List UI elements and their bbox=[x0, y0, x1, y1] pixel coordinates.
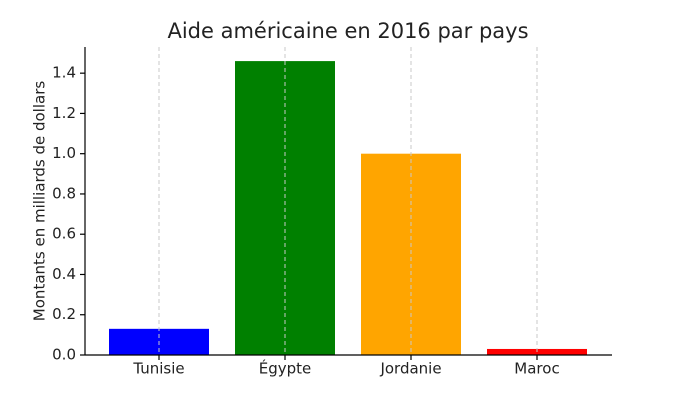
x-tick-label: Maroc bbox=[514, 360, 559, 378]
y-tick-label: 1.0 bbox=[52, 144, 76, 162]
x-tick-label: Jordanie bbox=[379, 360, 441, 378]
y-tick-label: 0.2 bbox=[52, 305, 76, 323]
y-tick-label: 1.4 bbox=[52, 64, 76, 82]
x-tick-label: Tunisie bbox=[132, 360, 184, 378]
y-tick-label: 0.4 bbox=[52, 265, 76, 283]
y-tick-label: 0.8 bbox=[52, 184, 76, 202]
chart-title: Aide américaine en 2016 par pays bbox=[167, 19, 528, 43]
y-tick-label: 0.6 bbox=[52, 225, 76, 243]
y-tick-label: 1.2 bbox=[52, 104, 76, 122]
y-tick-label: 0.0 bbox=[52, 346, 76, 364]
y-axis-label: Montants en milliards de dollars bbox=[31, 81, 49, 322]
x-tick-label: Égypte bbox=[259, 359, 312, 378]
